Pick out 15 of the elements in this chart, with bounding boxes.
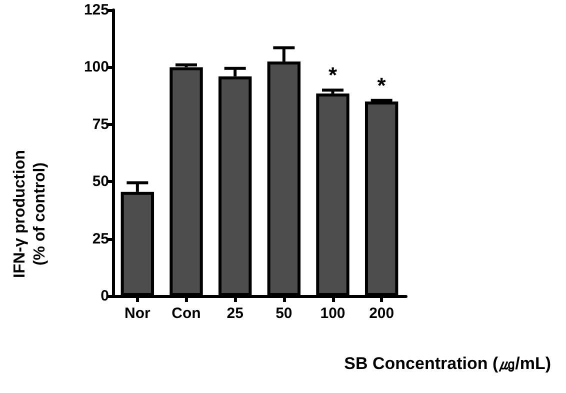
annotation: * bbox=[377, 72, 386, 98]
y-axis-title: IFN-γ production (% of control) bbox=[12, 150, 48, 278]
y-tick-label: 125 bbox=[84, 2, 109, 18]
x-axis-title: SB Concentration (㎍/mL) bbox=[344, 354, 552, 373]
x-tick-label: Nor bbox=[124, 305, 150, 322]
y-tick-label: 25 bbox=[92, 230, 109, 248]
y-tick-label: 50 bbox=[92, 173, 109, 190]
x-tick-label: 50 bbox=[276, 305, 292, 322]
x-tick-label: 25 bbox=[226, 305, 244, 322]
annotation: * bbox=[328, 62, 338, 88]
x-tick-label: Con bbox=[172, 305, 201, 322]
x-tick-label: 100 bbox=[320, 305, 346, 322]
y-tick-label: 100 bbox=[84, 58, 109, 76]
x-tick-label: 200 bbox=[369, 305, 394, 322]
y-tick-label: 75 bbox=[92, 116, 109, 133]
